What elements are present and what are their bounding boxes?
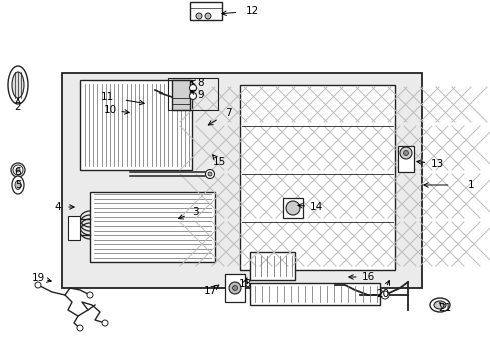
Bar — [168, 78, 218, 110]
Circle shape — [16, 168, 20, 172]
Circle shape — [77, 325, 83, 331]
Bar — [62, 73, 422, 288]
Circle shape — [196, 13, 202, 19]
Bar — [68, 216, 80, 240]
Ellipse shape — [11, 163, 25, 177]
Text: 1: 1 — [467, 180, 474, 190]
Text: 9: 9 — [197, 90, 204, 100]
Circle shape — [102, 320, 108, 326]
Text: 5: 5 — [15, 180, 21, 190]
Circle shape — [205, 170, 215, 179]
Text: 10: 10 — [103, 105, 117, 115]
Ellipse shape — [434, 301, 446, 309]
Text: 3: 3 — [192, 207, 198, 217]
Circle shape — [208, 172, 212, 176]
Text: 11: 11 — [100, 92, 114, 102]
Text: 12: 12 — [245, 6, 259, 16]
Circle shape — [232, 285, 238, 291]
Circle shape — [87, 292, 93, 298]
Circle shape — [286, 201, 300, 215]
Ellipse shape — [8, 66, 28, 104]
Text: 8: 8 — [197, 78, 204, 88]
Bar — [283, 198, 303, 218]
Bar — [172, 80, 190, 110]
Bar — [190, 2, 222, 20]
Circle shape — [400, 147, 412, 159]
Circle shape — [190, 93, 196, 99]
Ellipse shape — [430, 298, 450, 312]
Circle shape — [35, 282, 41, 288]
Circle shape — [13, 165, 23, 175]
Circle shape — [229, 282, 241, 294]
Bar — [240, 85, 395, 270]
Bar — [225, 274, 245, 302]
Text: 7: 7 — [225, 108, 231, 118]
Circle shape — [190, 85, 196, 91]
Text: 4: 4 — [55, 202, 61, 212]
Ellipse shape — [15, 180, 21, 189]
Text: 20: 20 — [376, 289, 390, 299]
Text: 2: 2 — [15, 102, 21, 112]
Bar — [250, 283, 380, 305]
Bar — [250, 252, 295, 280]
Ellipse shape — [12, 176, 24, 194]
Bar — [80, 80, 192, 170]
Bar — [398, 146, 414, 172]
Text: 6: 6 — [15, 167, 21, 177]
Text: 15: 15 — [212, 157, 225, 167]
Circle shape — [205, 13, 211, 19]
Bar — [90, 192, 215, 262]
Text: 18: 18 — [238, 279, 252, 289]
Text: 17: 17 — [203, 286, 217, 296]
Text: 16: 16 — [362, 272, 375, 282]
Circle shape — [403, 150, 409, 156]
Circle shape — [381, 291, 389, 299]
Ellipse shape — [12, 72, 24, 98]
Text: 13: 13 — [430, 159, 443, 169]
Text: 14: 14 — [309, 202, 322, 212]
Text: 19: 19 — [31, 273, 45, 283]
Text: 21: 21 — [439, 303, 452, 313]
